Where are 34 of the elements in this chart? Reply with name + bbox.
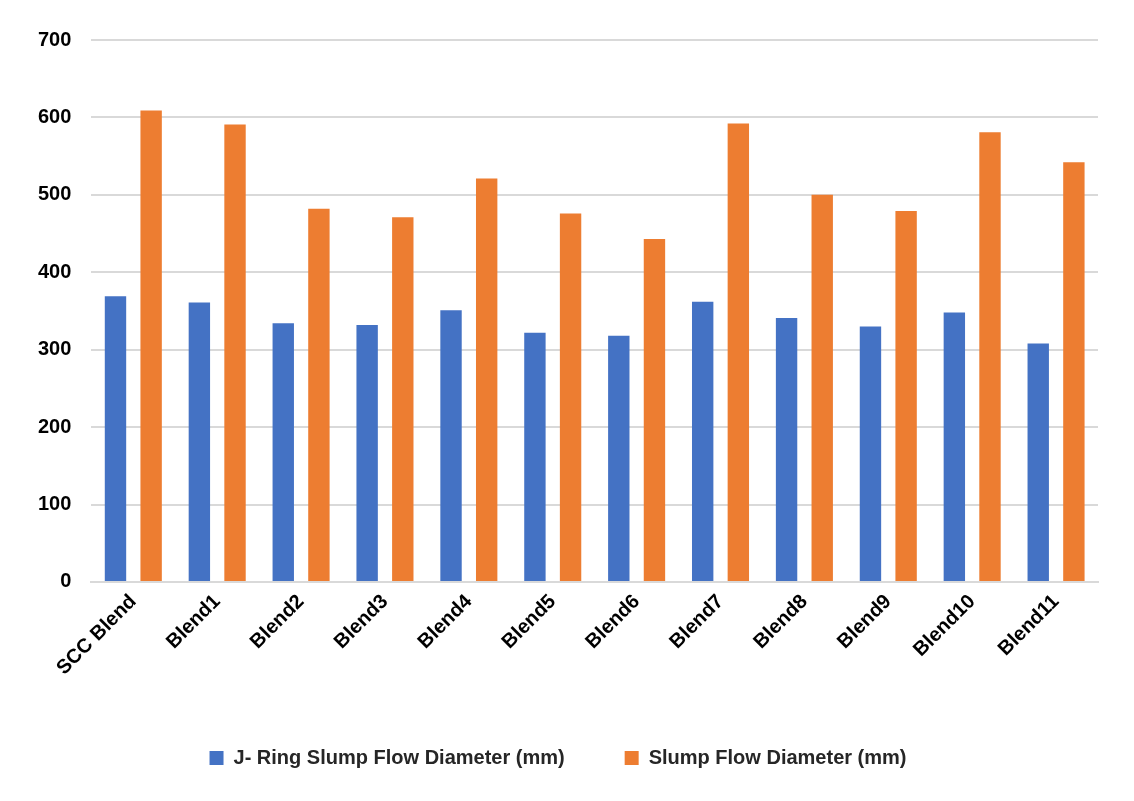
y-tick-label: 500: [37, 182, 72, 205]
y-tick-label: 200: [37, 414, 72, 437]
bar: [1027, 343, 1049, 581]
y-tick-label: 600: [37, 104, 72, 127]
bar: [104, 296, 127, 581]
y-tick-label: 100: [37, 492, 72, 515]
bar: [643, 238, 666, 581]
bar: [608, 335, 630, 581]
y-tick-label: 700: [37, 27, 72, 50]
bar: [775, 317, 798, 581]
bar: [356, 324, 378, 581]
bar: [727, 123, 750, 581]
bar: [392, 217, 414, 581]
bar: [943, 312, 966, 581]
bar: [859, 326, 882, 581]
bar: [895, 211, 917, 581]
bar: [524, 332, 546, 581]
bar: [140, 110, 162, 581]
bar: [559, 213, 582, 581]
y-tick-label: 0: [60, 569, 72, 592]
bar: [979, 132, 1001, 581]
bar: [475, 178, 498, 581]
bar: [440, 310, 462, 581]
legend-label: Slump Flow Diameter (mm): [648, 745, 907, 768]
y-tick-label: 300: [37, 337, 72, 360]
bar: [811, 194, 833, 581]
bar: [224, 124, 246, 581]
y-tick-label: 400: [37, 259, 72, 282]
bar: [272, 323, 294, 581]
bar: [691, 301, 714, 581]
bar: [188, 302, 211, 581]
legend-label: J- Ring Slump Flow Diameter (mm): [233, 745, 565, 768]
bar: [308, 208, 330, 581]
bar: [1063, 162, 1085, 581]
